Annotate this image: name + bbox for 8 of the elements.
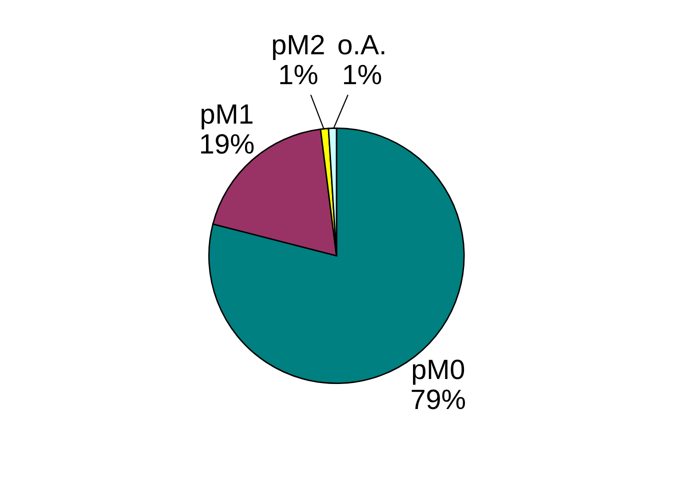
slice-label: o.A.: [338, 35, 384, 54]
slice-label: pM0: [412, 360, 464, 385]
data-label: 19%: [201, 134, 254, 154]
data-label: 79%: [412, 390, 465, 410]
data-label: 1%: [280, 64, 318, 84]
data-label: 1%: [344, 64, 382, 84]
slice-label: pM1: [202, 104, 252, 130]
slice-label: pM2: [273, 34, 324, 60]
